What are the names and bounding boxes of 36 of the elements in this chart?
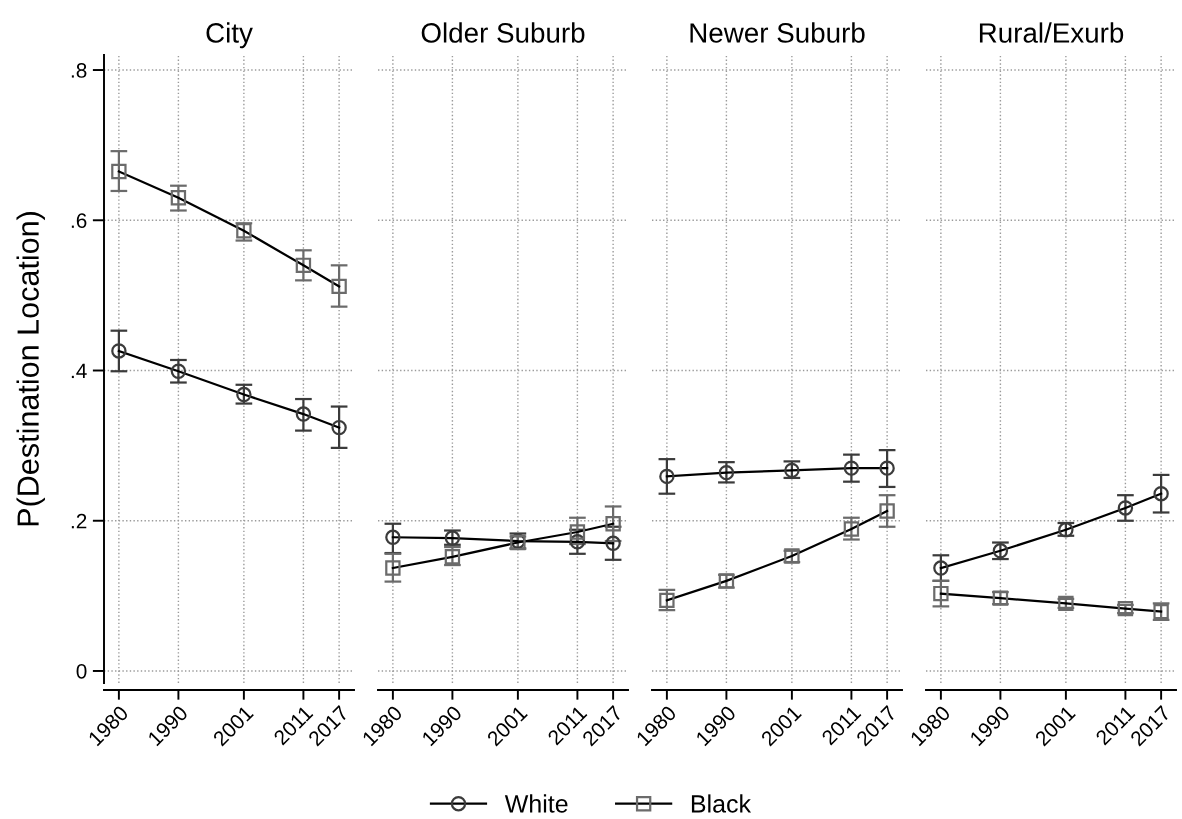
point	[331, 419, 347, 436]
point	[1153, 485, 1169, 502]
point	[111, 163, 127, 180]
point	[170, 190, 187, 206]
point	[605, 535, 621, 551]
point	[569, 534, 586, 550]
y-tick-label: .6	[71, 213, 87, 229]
point	[659, 468, 675, 485]
point	[933, 560, 949, 576]
y-tick-label: .2	[71, 513, 87, 529]
point	[295, 257, 312, 274]
y-tick-label: .8	[71, 63, 87, 78]
point	[879, 503, 895, 519]
point	[933, 585, 949, 602]
point	[170, 363, 187, 379]
point	[111, 343, 127, 359]
point	[385, 560, 401, 576]
point	[569, 524, 586, 540]
chart-title: Rural/Exurb	[979, 22, 1124, 43]
y-tick-label: .4	[71, 363, 87, 379]
chart-title: Older Suburb	[421, 22, 585, 43]
legend-label: Black	[691, 794, 752, 813]
point	[843, 521, 860, 537]
point	[385, 529, 401, 545]
chart-title: City	[206, 22, 253, 49]
point	[879, 460, 895, 476]
y-axis-title: P(Destination Location)	[16, 212, 45, 526]
legend-label: White	[504, 794, 568, 813]
point	[843, 460, 860, 476]
point	[331, 278, 347, 295]
point	[444, 549, 461, 565]
point	[295, 406, 312, 422]
chart-title: Newer Suburb	[690, 22, 865, 43]
point	[1117, 500, 1134, 516]
y-tick-label: 0	[76, 663, 87, 679]
point	[605, 516, 621, 532]
